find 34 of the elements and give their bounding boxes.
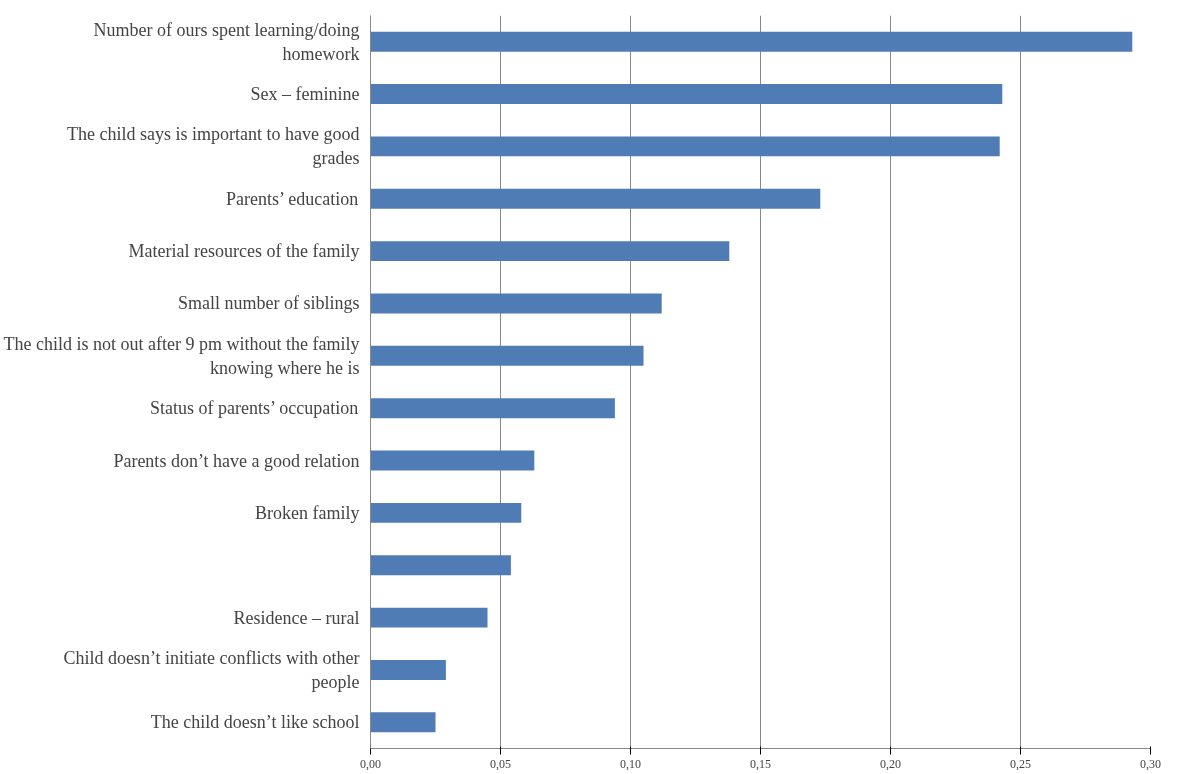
y-tick-label: Parents’ education <box>226 188 359 209</box>
bar <box>370 502 522 523</box>
x-tick-label: 0,30 <box>1140 756 1161 771</box>
bar <box>370 188 821 209</box>
y-tick-label: Material resources of the family <box>128 241 360 262</box>
y-tick-label: Small number of siblings <box>178 293 360 314</box>
bar <box>370 84 1003 104</box>
bar <box>370 136 1000 157</box>
y-tick-label: Sex – feminine <box>250 84 360 105</box>
bar <box>370 31 1133 52</box>
y-tick-label: The child says is important to have good grades <box>67 124 360 169</box>
y-tick-label: The child is not out after 9 pm without the family knowing where he is <box>3 333 360 378</box>
bar <box>370 660 446 680</box>
bar <box>370 450 535 471</box>
x-tick-label: 0,25 <box>1010 756 1031 771</box>
x-tick-label: 0,05 <box>490 756 511 771</box>
bar <box>370 241 730 262</box>
x-tick-label: 0,00 <box>360 756 381 771</box>
y-tick-label: The child doesn’t like school <box>150 712 360 733</box>
bar <box>370 555 511 576</box>
x-tick-label: 0,10 <box>620 756 641 771</box>
y-tick-label: Parents don’t have a good relation <box>113 450 360 471</box>
bar <box>370 607 488 628</box>
y-tick-label: Residence – rural <box>233 607 360 628</box>
y-tick-label: Number of ours spent learning/doing homework <box>93 19 360 64</box>
y-tick-label: Status of parents’ occupation <box>150 398 359 419</box>
y-tick-label: Child doesn’t initiate conflicts with other people <box>63 647 360 692</box>
y-tick-label: Broken family <box>255 502 360 523</box>
bar <box>370 398 615 419</box>
bar <box>370 712 436 733</box>
x-tick-label: 0,20 <box>880 756 901 771</box>
bar <box>370 293 662 314</box>
x-tick-label: 0,15 <box>750 756 771 771</box>
bar <box>370 345 644 366</box>
